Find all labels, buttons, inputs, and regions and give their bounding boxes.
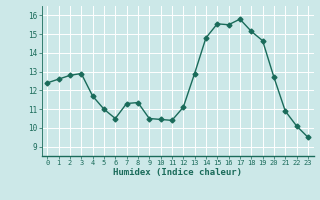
X-axis label: Humidex (Indice chaleur): Humidex (Indice chaleur)	[113, 168, 242, 177]
